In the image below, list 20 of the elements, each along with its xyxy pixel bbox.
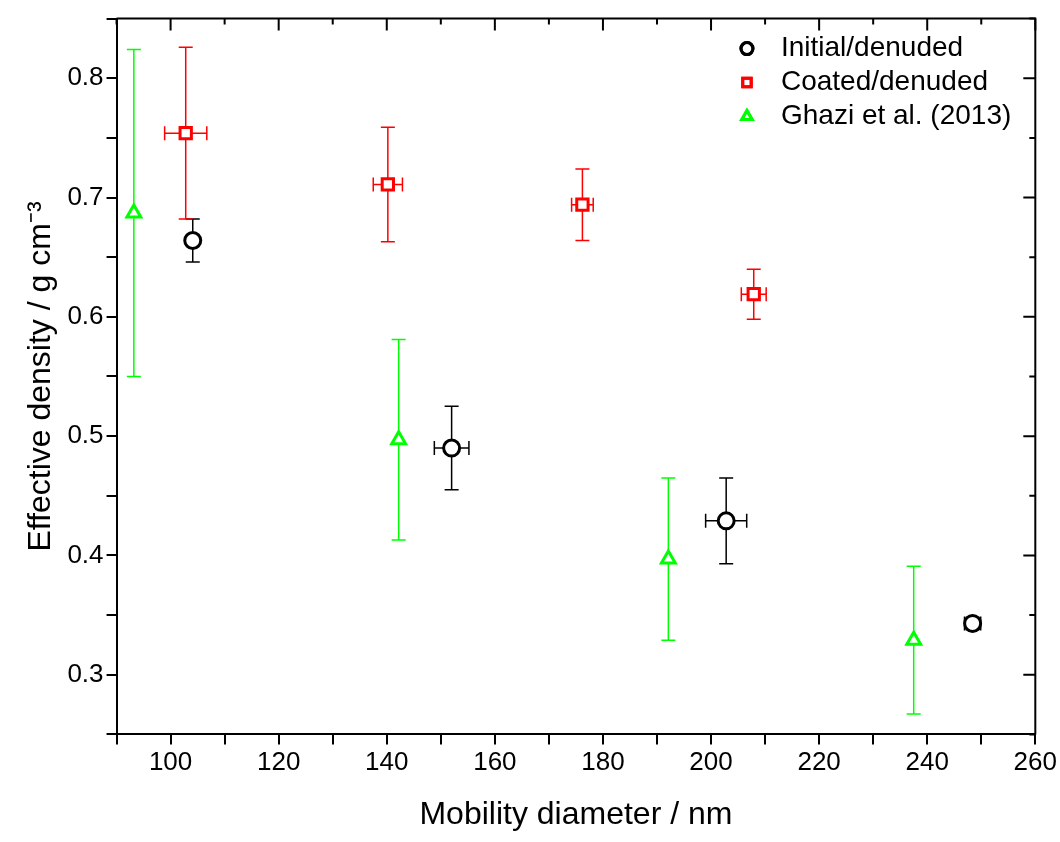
x-tick-label: 240 [905,746,949,777]
x-tick-label: 140 [365,746,409,777]
y-tick-label: 0.8 [67,61,104,92]
x-tick-label: 100 [148,746,193,777]
y-tick-label: 0.3 [67,657,104,688]
legend-label: Initial/denuded [780,31,964,63]
y-tick-label: 0.4 [67,538,104,569]
y-tick-label: 0.7 [67,180,104,211]
y-tick-label: 0.5 [67,419,104,450]
x-tick-label: 220 [797,746,841,777]
x-axis-title: Mobility diameter / nm [419,794,733,831]
legend-label: Coated/denuded [780,65,989,97]
x-tick-label: 160 [473,746,517,777]
x-tick-label: 180 [581,746,625,777]
y-tick-label: 0.6 [67,300,104,331]
y-axis-title: Effective density / g cm⁻³ [21,201,58,552]
x-tick-label: 260 [1013,746,1058,777]
legend-label: Ghazi et al. (2013) [780,99,1012,131]
x-tick-label: 200 [689,746,733,777]
x-tick-label: 120 [256,746,301,777]
